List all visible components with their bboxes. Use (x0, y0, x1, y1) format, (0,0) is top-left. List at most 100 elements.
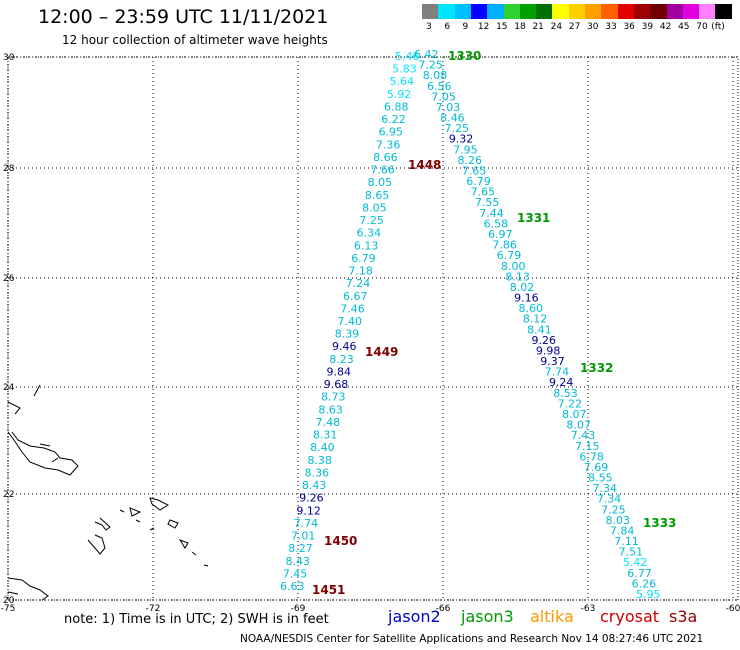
swh-value: 8.65 (365, 189, 390, 202)
legend-swatch (666, 4, 684, 19)
legend-label: 70 (696, 22, 708, 32)
track-label: 1448 (408, 158, 441, 172)
swh-value: 6.88 (384, 100, 409, 113)
lon-tick-label: -72 (146, 604, 161, 614)
swh-value: 8.05 (368, 176, 393, 189)
track-label: 1451 (312, 583, 345, 597)
swh-value: 7.43 (571, 429, 596, 442)
legend-swatch (422, 4, 439, 19)
legend-label: 42 (659, 22, 672, 32)
legend-label: 27 (568, 22, 581, 32)
swh-value: 8.38 (307, 454, 332, 467)
swh-value: 8.00 (501, 260, 526, 273)
legend-label: 9 (462, 22, 469, 32)
swh-value: 7.24 (346, 277, 371, 290)
swh-value: 9.32 (449, 133, 474, 146)
swh-value: 8.08 (423, 69, 448, 82)
track-label: 1330 (448, 49, 481, 63)
swh-value: 6.79 (497, 249, 522, 262)
legend-label: 12 (477, 22, 490, 32)
swh-value: 7.25 (444, 122, 469, 135)
legend-unit: (ft) (711, 22, 725, 32)
swh-value: 6.42 (414, 48, 439, 61)
swh-value: 6.79 (466, 175, 491, 188)
legend-swatch (699, 4, 717, 19)
legend-swatch (585, 4, 602, 19)
swh-value: 8.41 (527, 323, 552, 336)
swh-value: 6.58 (484, 217, 509, 230)
swh-value: 6.77 (627, 567, 652, 580)
swh-value: 8.36 (305, 466, 330, 479)
swh-value: 5.46 (395, 50, 420, 63)
swh-value: 8.73 (321, 391, 346, 404)
swh-value: 7.51 (619, 546, 644, 559)
swh-value: 6.22 (381, 113, 406, 126)
track-label: 1449 (365, 345, 398, 359)
swh-value: 5.95 (636, 588, 661, 601)
hispaniola-coast (87, 497, 189, 555)
swh-value: 9.26 (532, 334, 557, 347)
swh-value: 6.34 (357, 227, 382, 240)
satellite-legend-item: altika (530, 607, 574, 626)
swh-value: 6.78 (579, 450, 604, 463)
track-label: 1450 (324, 534, 357, 548)
swh-value: 8.12 (523, 313, 548, 326)
swh-value: 6.97 (488, 228, 513, 241)
legend-swatch (503, 4, 521, 19)
swh-value: 5.92 (387, 88, 412, 101)
swh-value: 8.40 (310, 441, 335, 454)
satellite-legend-item: jason3 (461, 607, 514, 626)
legend-label: 15 (496, 22, 508, 32)
swh-value: 9.46 (332, 340, 357, 353)
swh-value: 8.63 (318, 403, 343, 416)
satellite-legend-item: jason2 (388, 607, 441, 626)
swh-value: 7.55 (475, 196, 500, 209)
swh-value: 7.05 (431, 90, 456, 103)
swh-value: 7.69 (584, 461, 609, 474)
legend-swatch (552, 4, 570, 19)
swh-value: 6.63 (280, 580, 305, 593)
lon-tick-label: -60 (726, 604, 740, 614)
swh-value: 7.25 (418, 59, 443, 72)
swh-value: 9.37 (540, 355, 565, 368)
swh-value: 5.42 (623, 556, 648, 569)
swh-value: 8.07 (566, 419, 591, 432)
swh-value: 7.48 (316, 416, 341, 429)
swh-value: 6.13 (354, 239, 379, 252)
legend-swatch (715, 4, 733, 19)
track-label: 1332 (580, 361, 613, 375)
swh-value: 7.84 (610, 524, 635, 537)
swh-value: 7.66 (370, 164, 395, 177)
lat-tick-label: 26 (3, 274, 15, 284)
swh-value: 7.45 (283, 567, 308, 580)
legend-label: 18 (514, 22, 526, 32)
lon-tick-label: -66 (436, 604, 451, 614)
swh-value: 8.26 (458, 154, 483, 167)
swh-value: 7.36 (376, 138, 401, 151)
swh-value: 7.25 (359, 214, 384, 227)
swh-value: 8.23 (329, 353, 354, 366)
legend-swatch (438, 4, 456, 19)
swh-value: 8.03 (606, 514, 631, 527)
swh-value: 8.31 (313, 429, 338, 442)
page-title: 12:00 – 23:59 UTC 11/11/2021 (38, 6, 329, 28)
swh-value: 6.26 (632, 577, 657, 590)
legend-swatch (568, 4, 586, 19)
lon-tick-label: -63 (581, 604, 596, 614)
legend-label: 36 (623, 22, 635, 32)
legend-label: 24 (550, 22, 563, 32)
lon-tick-label: -75 (1, 604, 16, 614)
legend-swatch (470, 4, 488, 19)
swh-value: 7.65 (471, 186, 496, 199)
swh-value: 7.34 (592, 482, 617, 495)
swh-value: 7.65 (462, 164, 487, 177)
swh-value: 7.34 (597, 493, 622, 506)
swh-value: 7.40 (338, 315, 363, 328)
swh-value: 8.07 (562, 408, 587, 421)
cuba-west-coast (7, 577, 49, 601)
swh-values: 5.465.835.645.926.886.226.957.368.667.66… (280, 48, 661, 601)
lat-tick-label: 24 (3, 383, 15, 393)
swh-value: 8.46 (440, 112, 465, 125)
legend-swatch (633, 4, 651, 19)
swh-value: 7.74 (294, 517, 319, 530)
